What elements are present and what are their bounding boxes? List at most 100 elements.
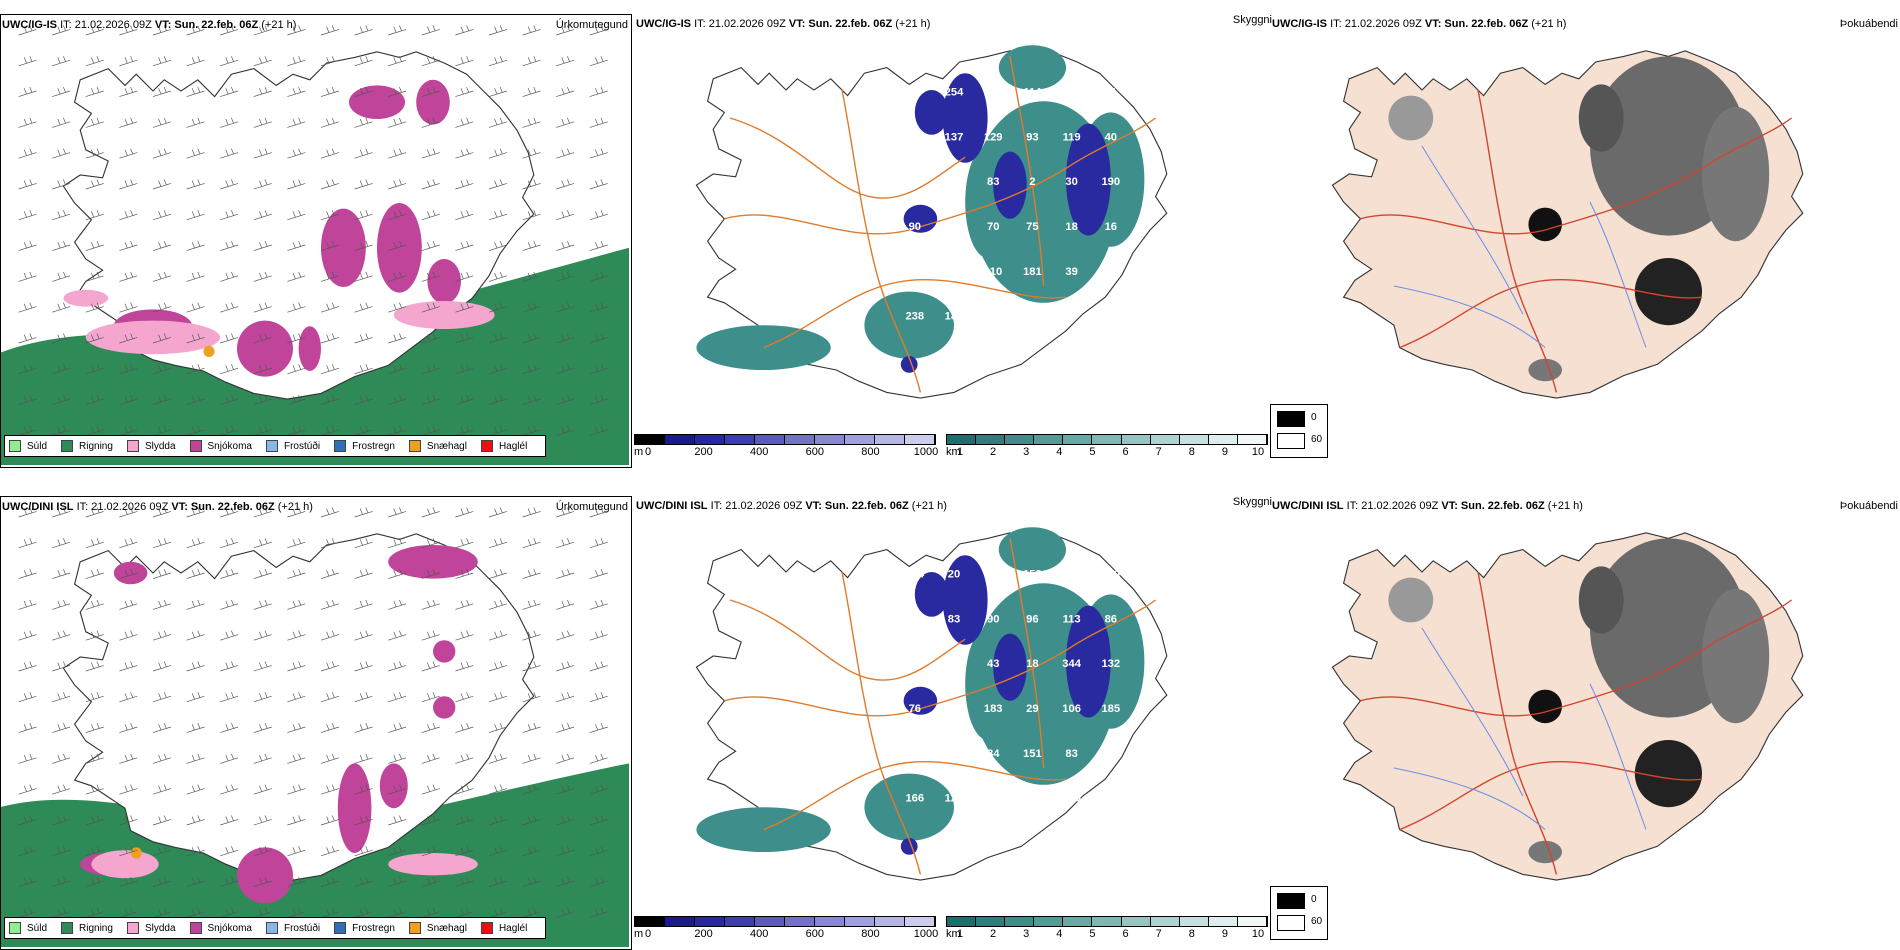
- wind-barb: [18, 538, 37, 549]
- wind-barb: [119, 507, 138, 518]
- wind-barb: [119, 364, 138, 375]
- wind-barb: [253, 722, 272, 733]
- legend-label: Snjókoma: [207, 922, 252, 934]
- wind-barb: [388, 815, 407, 826]
- wind-barb: [488, 364, 508, 375]
- wind-barb: [488, 784, 508, 795]
- wind-barb: [488, 179, 508, 190]
- colorbar-tick: 2: [990, 928, 997, 940]
- legend-item: Slydda: [126, 440, 176, 452]
- wind-barb: [287, 876, 306, 887]
- wind-barb: [220, 568, 239, 579]
- wind-barb: [421, 271, 440, 282]
- wind-barb: [220, 722, 239, 733]
- legend-item: Haglél: [480, 922, 527, 934]
- wind-barb: [119, 117, 138, 128]
- fog-index-area: [1528, 207, 1562, 242]
- visibility-value-label: 113: [984, 569, 1002, 581]
- wind-barb: [488, 599, 508, 610]
- wind-barb: [119, 425, 138, 436]
- visibility-value-label: 113: [1063, 613, 1081, 625]
- wind-barb: [253, 846, 272, 857]
- wind-barb: [220, 630, 239, 641]
- wind-barb: [354, 148, 373, 159]
- wind-barb: [488, 240, 508, 251]
- wind-barb: [52, 784, 71, 795]
- wind-barb: [85, 630, 104, 641]
- visibility-value-label: 25: [909, 87, 921, 99]
- wind-barb: [18, 210, 37, 221]
- wind-barb: [320, 753, 340, 764]
- precip-legend: Súld Rigning Slydda Snjókoma Frostúði Frostre…: [4, 435, 547, 457]
- wind-barb: [85, 240, 104, 251]
- snow-area: [237, 847, 293, 904]
- wind-barb: [421, 722, 440, 733]
- wind-barb: [589, 907, 608, 918]
- colorbar-tick: 6: [1122, 446, 1129, 458]
- wind-barb: [320, 364, 340, 375]
- wind-barb: [152, 722, 172, 733]
- wind-barb: [488, 271, 508, 282]
- colorbar-tick: 8: [1188, 928, 1195, 940]
- visibility-value-label: 40: [909, 658, 921, 670]
- valid-time-label: VT:: [1441, 500, 1458, 512]
- fog-legend-label: 60: [1311, 434, 1323, 445]
- wind-barb: [522, 630, 541, 641]
- road-line: [841, 89, 922, 393]
- wind-barb: [556, 210, 575, 221]
- wind-barb: [52, 630, 71, 641]
- wind-barb: [488, 56, 508, 67]
- fog-index-map: UWC/IG-IS IT: 21.02.2026 09Z VT: Sun. 22…: [1270, 14, 1900, 464]
- wind-barb: [354, 25, 373, 36]
- colorbar-unit: m: [634, 928, 644, 940]
- colorbar-tick: 9: [1221, 928, 1228, 940]
- wind-barb: [287, 364, 306, 375]
- wind-barb: [186, 507, 205, 518]
- wind-barb: [186, 692, 205, 703]
- wind-barb: [18, 302, 37, 313]
- wind-barb: [186, 148, 205, 159]
- wind-barb: [488, 907, 508, 918]
- colorbar-tick: 3: [1023, 446, 1030, 458]
- wind-barb: [18, 333, 37, 344]
- wind-barb: [388, 271, 407, 282]
- fog-index-area: [1528, 840, 1562, 864]
- legend-label: Frostúði: [283, 922, 321, 934]
- fog-index-area: [1702, 106, 1770, 242]
- legend-item: Frostúði: [265, 440, 320, 452]
- legend-label: Rigning: [79, 922, 113, 934]
- visibility-value-label: 129: [984, 131, 1003, 143]
- wind-barb: [52, 117, 71, 128]
- colorbar-tick: 2: [990, 446, 997, 458]
- wind-barb: [220, 56, 239, 67]
- visibility-colorbar: km 1 2 3 4 5 6 7 8 9 10: [946, 916, 1268, 942]
- wind-barb: [455, 907, 474, 918]
- snow-area: [113, 561, 148, 585]
- visibility-value-label: 30: [1065, 176, 1077, 188]
- fog-index-area: [1388, 95, 1434, 141]
- visibility-value-label: 41: [948, 748, 960, 760]
- wind-barb: [455, 25, 474, 36]
- visibility-value-label: 16: [1105, 221, 1117, 233]
- colorbar-tick: 200: [694, 928, 713, 940]
- legend-swatch: [9, 922, 21, 934]
- road-line: [1477, 571, 1558, 875]
- wind-barb: [220, 599, 239, 610]
- fog-legend-swatch: [1277, 893, 1305, 909]
- init-time: IT: 21.02.2026 09Z: [710, 500, 803, 512]
- wind-barb: [320, 784, 340, 795]
- wind-barb: [119, 692, 138, 703]
- visibility-canvas: 25 254 191 114 69 71 88 137 129 93 119 40 91 69 83 2 30 1…: [695, 45, 1168, 399]
- wind-barb: [186, 240, 205, 251]
- wind-barb: [52, 148, 71, 159]
- wind-barb: [152, 333, 172, 344]
- wind-barb: [589, 599, 608, 610]
- wind-barb: [119, 240, 138, 251]
- colorbar-tick: 3: [1023, 928, 1030, 940]
- fog-index-area: [1634, 258, 1702, 326]
- wind-barb: [253, 507, 272, 518]
- snow-area: [433, 640, 456, 663]
- sleet-area: [393, 301, 495, 329]
- model-name: UWC/IG-IS: [2, 19, 57, 31]
- wind-barb: [556, 25, 575, 36]
